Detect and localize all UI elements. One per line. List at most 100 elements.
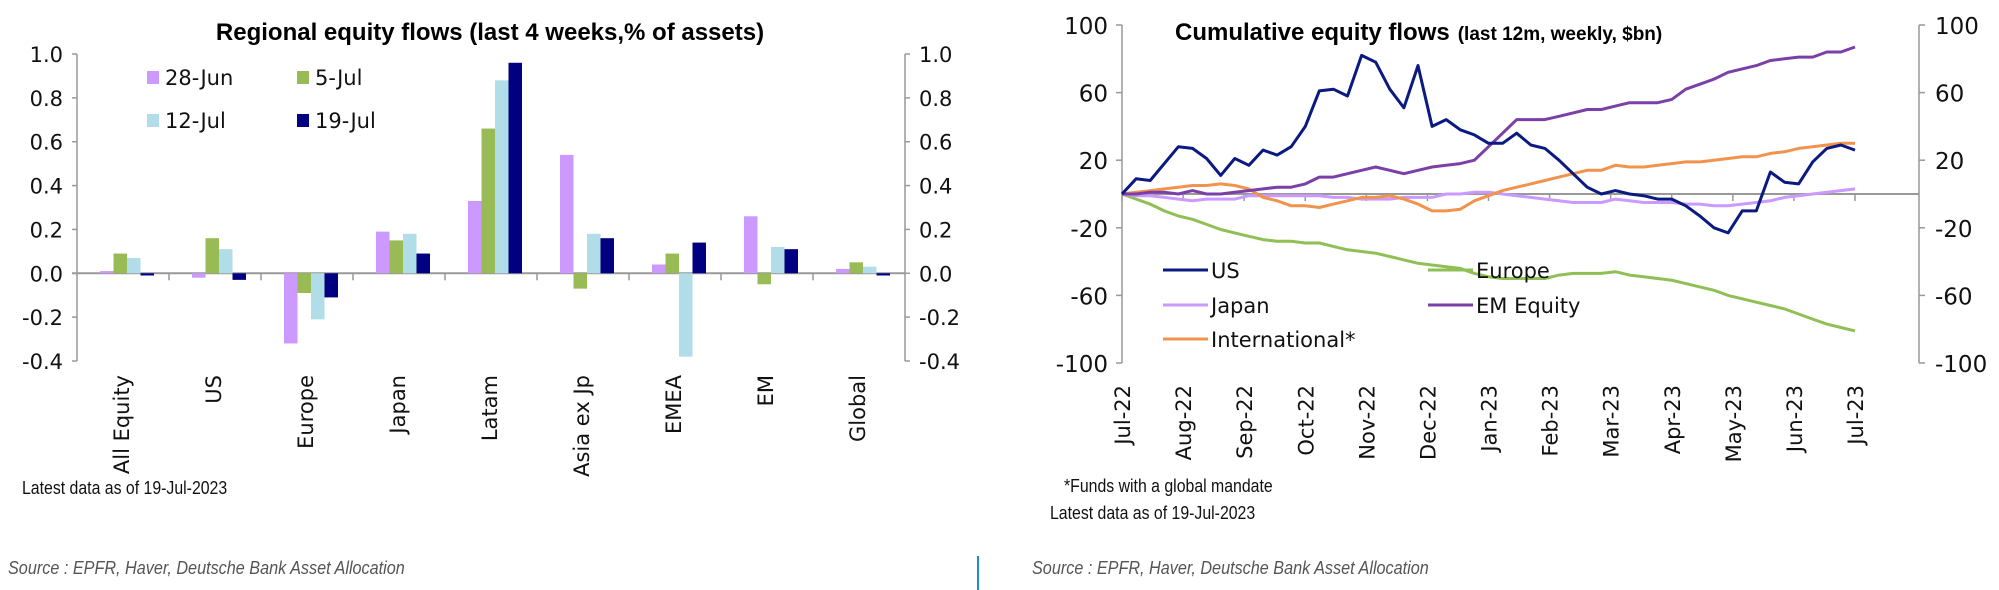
legend-label: 19-Jul xyxy=(315,109,376,133)
right-footnote: *Funds with a global mandate xyxy=(1064,476,1273,496)
bar-12-jul xyxy=(311,273,325,320)
bar-12-jul xyxy=(495,80,509,274)
bar-19-jul xyxy=(876,273,890,276)
left-latest-data-note: Latest data as of 19-Jul-2023 xyxy=(22,478,228,498)
x-tick-label: Dec-22 xyxy=(1416,385,1440,460)
bar-19-jul xyxy=(692,242,706,274)
x-tick-label: May-23 xyxy=(1722,385,1746,462)
y-tick-label-secondary: -20 xyxy=(1935,217,1973,243)
bar-12-jul xyxy=(403,233,417,274)
category-label: US xyxy=(202,375,226,404)
legend-label: 5-Jul xyxy=(315,66,362,90)
y-tick-label-secondary: 100 xyxy=(1935,14,1979,40)
bar-12-jul xyxy=(679,273,693,357)
right-chart-x-labels: Jul-22 Aug-22 Sep-22 Oct-22 Nov-22 Dec-22 Jan-… xyxy=(1111,385,1868,462)
category-label: Japan xyxy=(386,375,410,436)
bar-19-jul xyxy=(324,273,338,298)
y-tick-label: -60 xyxy=(1070,284,1108,310)
left-source-note: Source : EPFR, Haver, Deutsche Bank Asse… xyxy=(8,558,405,578)
y-tick-label: 0.2 xyxy=(30,218,63,242)
x-tick-label: Mar-23 xyxy=(1600,385,1624,458)
right-chart-legend: US Europe Japan EM Equity International* xyxy=(1163,259,1580,352)
y-tick-label-secondary: 1.0 xyxy=(919,43,952,67)
chart-divider xyxy=(977,556,979,590)
left-chart-title: Regional equity flows (last 4 weeks,% of… xyxy=(216,19,764,46)
x-tick-label: Apr-23 xyxy=(1661,385,1685,454)
y-tick-label: 0.0 xyxy=(30,262,63,286)
category-label: Europe xyxy=(294,375,318,449)
y-tick-label-secondary: 0.2 xyxy=(919,218,952,242)
bar-19-jul xyxy=(232,273,246,280)
bar-28-jun xyxy=(560,154,574,274)
bar-19-jul xyxy=(416,253,430,274)
bar-5-jul xyxy=(113,253,127,274)
legend-label: 12-Jul xyxy=(165,109,226,133)
cumulative-flows-line-chart: Cumulative equity flows (last 12m, weekly… xyxy=(1056,14,1987,462)
bar-5-jul xyxy=(389,240,403,274)
right-chart-subtitle: (last 12m, weekly, $bn) xyxy=(1458,24,1663,45)
bar-12-jul xyxy=(587,233,601,274)
line-japan xyxy=(1121,187,1856,208)
bar-19-jul xyxy=(140,273,154,276)
bar-12-jul xyxy=(771,246,785,274)
y-tick-label: -20 xyxy=(1070,217,1108,243)
bar-28-jun xyxy=(284,273,298,344)
line-em-equity xyxy=(1122,45,1856,196)
bar-19-jul xyxy=(508,62,522,274)
y-tick-label: -100 xyxy=(1056,352,1108,378)
line-us xyxy=(1120,53,1856,235)
legend-label: EM Equity xyxy=(1476,294,1580,318)
y-tick-label-secondary: 0.0 xyxy=(919,262,952,286)
bar-28-jun xyxy=(836,268,850,274)
bar-28-jun xyxy=(100,271,114,274)
x-tick-label: Jul-22 xyxy=(1111,385,1135,447)
bar-12-jul xyxy=(863,266,877,274)
y-tick-label: 0.4 xyxy=(30,175,63,199)
y-tick-label: 60 xyxy=(1079,82,1108,108)
legend-swatch-5-jul xyxy=(297,71,309,84)
y-tick-label-secondary: 0.6 xyxy=(919,131,952,155)
y-tick-label-secondary: -0.4 xyxy=(919,350,960,374)
left-chart-bars xyxy=(100,62,890,357)
bar-12-jul xyxy=(127,257,141,274)
left-chart-legend: 28-Jun 5-Jul 12-Jul 19-Jul xyxy=(147,66,376,133)
bar-12-jul xyxy=(219,249,233,274)
y-tick-label-secondary: 0.4 xyxy=(919,175,952,199)
regional-flows-bar-chart: Regional equity flows (last 4 weeks,% of… xyxy=(22,19,960,477)
x-tick-label: Feb-23 xyxy=(1539,385,1563,456)
right-source-note: Source : EPFR, Haver, Deutsche Bank Asse… xyxy=(1032,558,1429,578)
y-tick-label-secondary: -100 xyxy=(1935,352,1987,378)
left-chart-axes: 1.0 1.0 0.8 0.8 0.6 0.6 0.4 0.4 0.2 0.2 0.0 0.0 -0.2… xyxy=(22,43,960,374)
x-tick-label: Sep-22 xyxy=(1233,385,1257,459)
y-tick-label: 1.0 xyxy=(30,43,63,67)
legend-label: International* xyxy=(1211,328,1356,352)
y-tick-label: -0.4 xyxy=(22,350,63,374)
y-tick-label: 0.8 xyxy=(30,87,63,111)
bar-28-jun xyxy=(744,216,758,274)
y-tick-label-secondary: -0.2 xyxy=(919,306,960,330)
y-tick-label: 100 xyxy=(1064,14,1108,40)
x-tick-label: Jul-23 xyxy=(1844,385,1868,447)
category-label: Asia ex Jp xyxy=(570,375,594,477)
bar-5-jul xyxy=(849,262,863,274)
bar-28-jun xyxy=(652,264,666,274)
legend-label: 28-Jun xyxy=(165,66,233,90)
legend-label: Europe xyxy=(1476,259,1550,283)
y-tick-label-secondary: -60 xyxy=(1935,284,1973,310)
right-chart-title-main: Cumulative equity flows xyxy=(1175,19,1450,46)
y-tick-label-secondary: 20 xyxy=(1935,149,1964,175)
legend-swatch-12-jul xyxy=(147,114,159,127)
bar-28-jun xyxy=(192,273,206,278)
category-label: All Equity xyxy=(110,375,134,474)
x-tick-label: Aug-22 xyxy=(1172,385,1196,460)
category-label: Latam xyxy=(478,375,502,441)
bar-5-jul xyxy=(573,273,587,289)
left-chart-category-labels: All Equity US Europe Japan Latam Asia ex Jp EM… xyxy=(110,374,870,476)
category-label: EM xyxy=(754,375,778,406)
y-tick-label: 0.6 xyxy=(30,131,63,155)
legend-label: US xyxy=(1211,259,1240,283)
y-tick-label: -0.2 xyxy=(22,306,63,330)
legend-swatch-19-jul xyxy=(297,114,309,127)
bar-28-jun xyxy=(376,231,390,274)
